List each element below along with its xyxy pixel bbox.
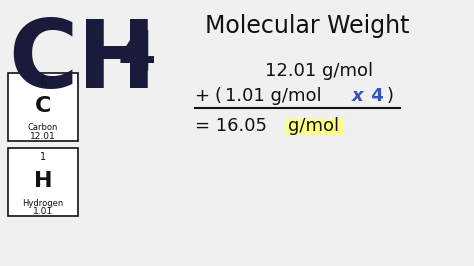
FancyBboxPatch shape <box>8 73 78 141</box>
Text: Hydrogen: Hydrogen <box>22 198 64 207</box>
Text: (: ( <box>215 87 222 105</box>
Text: 12.01: 12.01 <box>30 132 56 141</box>
Text: Molecular Weight: Molecular Weight <box>205 14 410 38</box>
Text: 12.01 g/mol: 12.01 g/mol <box>265 62 373 80</box>
Text: 1.01 g/mol: 1.01 g/mol <box>225 87 328 105</box>
FancyBboxPatch shape <box>8 148 78 216</box>
Text: C: C <box>35 96 51 116</box>
Text: g/mol: g/mol <box>288 117 339 135</box>
Text: ): ) <box>387 87 394 105</box>
Text: 4: 4 <box>365 87 384 105</box>
Text: CH: CH <box>8 16 156 108</box>
Text: 4: 4 <box>118 28 156 82</box>
Text: 1.01: 1.01 <box>33 207 53 216</box>
FancyBboxPatch shape <box>286 119 344 135</box>
Text: 6: 6 <box>40 77 46 87</box>
Text: = 16.05: = 16.05 <box>195 117 273 135</box>
Text: +: + <box>195 87 216 105</box>
Text: x: x <box>352 87 364 105</box>
Text: 1: 1 <box>40 152 46 162</box>
Text: Carbon: Carbon <box>28 123 58 132</box>
Text: H: H <box>34 171 52 191</box>
